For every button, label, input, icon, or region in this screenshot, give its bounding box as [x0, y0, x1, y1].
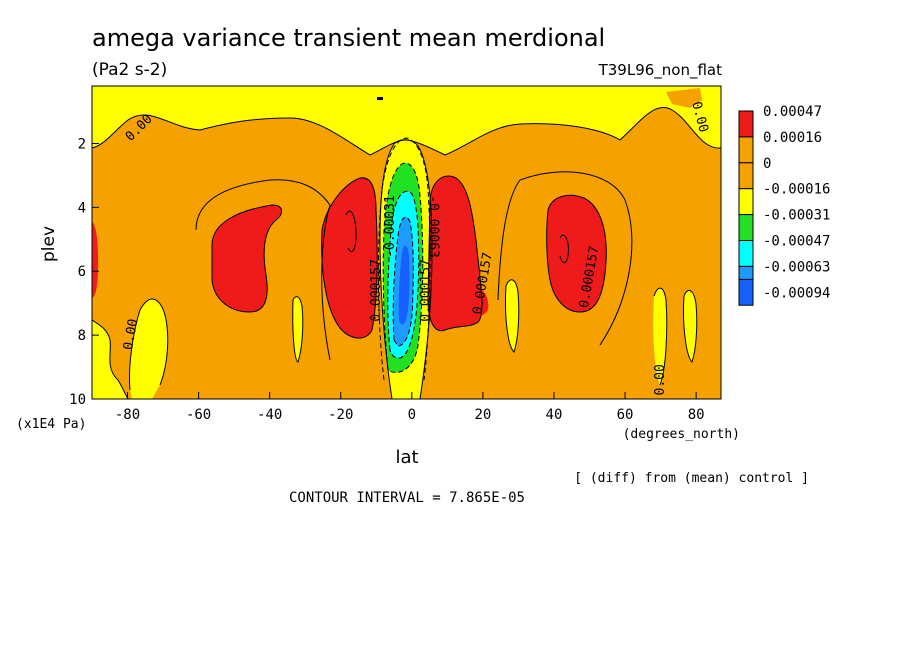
legend-label: 0.00016 [763, 130, 822, 146]
negative-contour-line-2 [387, 190, 420, 359]
tiny-mark [377, 97, 383, 100]
legend-swatch [738, 240, 754, 267]
legend-swatch [738, 214, 754, 242]
contour-line-6 [546, 194, 607, 313]
contour-line-2 [195, 179, 331, 361]
red-cell-south-inner [321, 177, 378, 339]
legend-swatch [738, 110, 754, 138]
contour-line-14 [653, 287, 668, 386]
contour-label: 0.00 [121, 318, 141, 351]
negative-contour-line-4 [377, 137, 431, 381]
legend-swatch [738, 278, 754, 306]
contour-label: 0.00 [653, 364, 668, 395]
plot-frame [91, 85, 722, 400]
legend-swatch [738, 162, 754, 190]
legend-swatch [738, 136, 754, 164]
contour-interval: CONTOUR INTERVAL = 7.865E-05 [289, 490, 525, 506]
legend-label: 0 [763, 156, 771, 172]
contour-line-3 [211, 204, 282, 313]
deep-blue-core [398, 245, 410, 325]
right-low-yellow-sliver-2 [653, 288, 667, 385]
y-tick-label: 8 [78, 328, 86, 344]
contour-line-7 [497, 171, 633, 346]
y-tick-label: 10 [69, 392, 86, 408]
contour-line-10 [129, 298, 169, 391]
lower-left-yellow-cell [129, 299, 168, 399]
x-tick-label: -60 [186, 407, 211, 423]
red-cell-southwest [212, 205, 282, 312]
contour-field: 0.000.000.000157-0.00031 -0.000630.000157… [92, 86, 721, 399]
negative-contour-line-1 [382, 162, 424, 373]
red-cell-northeast [546, 195, 607, 312]
x-tick-label: 40 [546, 407, 563, 423]
lower-left-yellow-region [92, 320, 128, 399]
contour-line-15 [683, 289, 698, 363]
x-axis: -80 -60 -40 -20 0 20 40 60 80 [115, 392, 705, 423]
x-unit-label: (degrees_north) [623, 427, 740, 442]
contour-line-9 [559, 234, 569, 264]
x-tick-label: -80 [115, 407, 140, 423]
contour-line-13 [505, 279, 520, 353]
red-cell-north-inner [428, 176, 482, 331]
y-tick-label: 6 [78, 264, 86, 280]
y-axis-label: plev [39, 226, 59, 262]
right-low-yellow-sliver-1 [505, 279, 519, 352]
upper-yellow-region [92, 86, 721, 155]
contour-line-16 [379, 139, 433, 399]
y-unit-label: (x1E4 Pa) [16, 417, 86, 432]
x-tick-label: 80 [688, 407, 705, 423]
x-tick-label: -20 [328, 407, 353, 423]
negative-contour-line-3 [392, 216, 414, 347]
run-label: T39L96_non_flat [598, 61, 723, 80]
y-tick-label: 4 [78, 200, 86, 216]
x-tick-label: -40 [257, 407, 282, 423]
contour-line-12 [292, 296, 304, 363]
y-axis: 2 4 6 8 10 [69, 136, 99, 408]
diff-note: [ (diff) from (mean) control ] [574, 471, 809, 486]
contour-lines [92, 107, 721, 399]
right-low-yellow-sliver-3 [683, 290, 697, 362]
top-right-orange-cell [666, 88, 702, 108]
contour-line-11 [92, 319, 129, 399]
contour-label: 0.000157 [369, 259, 384, 322]
contour-label: -0.00031 [383, 195, 398, 258]
x-tick-label: 20 [474, 407, 491, 423]
x-tick-label: 0 [408, 407, 416, 423]
x-axis-label: lat [395, 447, 418, 468]
units-label: (Pa2 s-2) [92, 60, 167, 80]
legend-label: -0.00047 [763, 234, 830, 250]
legend: 0.00047 0.00016 0 -0.00016 -0.00031 -0.00047 -… [738, 104, 830, 306]
contour-line-8 [345, 210, 357, 252]
contour-line-5 [427, 175, 483, 332]
y-tick-label: 2 [78, 136, 86, 152]
contour-label: 0.000157 [419, 259, 434, 322]
legend-label: -0.00094 [763, 285, 830, 301]
contour-label: -0.00063 [426, 195, 441, 258]
chart-title: amega variance transient mean merdional [92, 24, 605, 52]
legend-label: -0.00063 [763, 259, 830, 275]
x-tick-label: 60 [617, 407, 634, 423]
left-low-yellow-sliver [292, 296, 303, 362]
red-cell-north-mid [474, 290, 489, 316]
legend-label: -0.00016 [763, 182, 830, 198]
legend-label: -0.00031 [763, 208, 830, 224]
contour-line-4 [321, 177, 378, 339]
negative-contour-lines [377, 137, 431, 381]
legend-swatch [738, 188, 754, 216]
red-cell-west-edge [92, 222, 98, 298]
legend-label: 0.00047 [763, 104, 822, 120]
